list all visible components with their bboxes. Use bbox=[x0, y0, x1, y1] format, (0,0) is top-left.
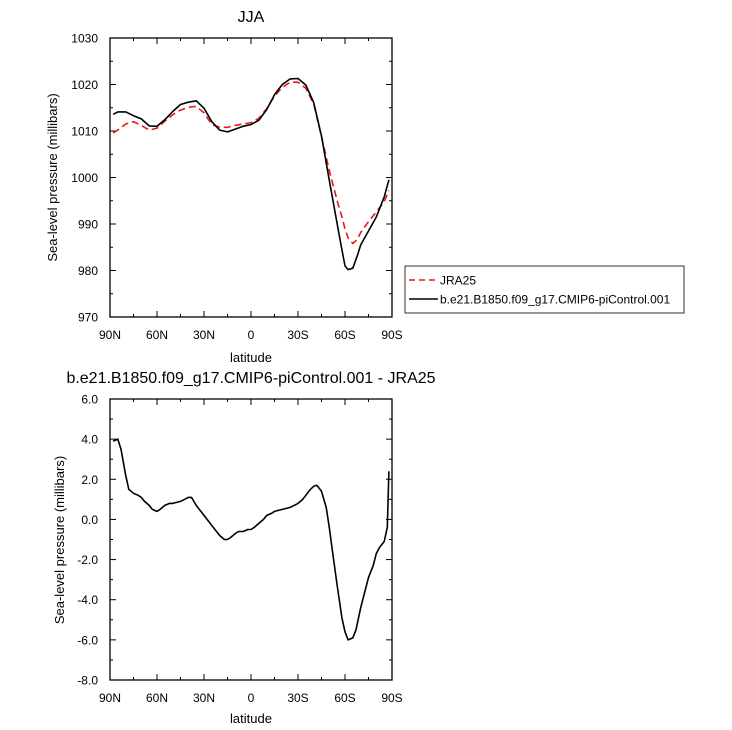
bottom-chart-xlabel: latitude bbox=[230, 711, 272, 726]
legend-box bbox=[404, 265, 685, 314]
top-ytick-label: 1020 bbox=[71, 78, 98, 92]
top-xtick-label: 60S bbox=[334, 328, 355, 342]
bottom-xtick-label: 90S bbox=[381, 691, 402, 705]
bottom-xtick-label: 0 bbox=[248, 691, 255, 705]
top-chart-ylabel: Sea-level pressure (millibars) bbox=[45, 93, 60, 261]
bottom-chart: b.e21.B1850.f09_g17.CMIP6-piControl.001 … bbox=[52, 370, 436, 726]
bottom-xtick-label: 60S bbox=[334, 691, 355, 705]
top-ytick-label: 970 bbox=[78, 311, 98, 325]
bottom-chart-axes: 90N 60N 30N 0 30S 60S 90S -8.0 -6.0 -4.0 -2.0 0.0 2.… bbox=[77, 393, 402, 706]
legend-label-jra25: JRA25 bbox=[440, 274, 476, 288]
bottom-series-line-0 bbox=[112, 438, 390, 641]
top-chart-frame bbox=[109, 37, 393, 318]
top-xtick-label: 90N bbox=[99, 328, 121, 342]
bottom-xtick-label: 60N bbox=[146, 691, 168, 705]
top-ytick-label: 1030 bbox=[71, 32, 98, 46]
bottom-ytick-label: -2.0 bbox=[77, 553, 98, 567]
top-chart: JJA 90N 60N 30N 0 30S 60S 90S 970 980 990 1000 1010… bbox=[45, 9, 685, 365]
top-ytick-label: 990 bbox=[78, 218, 98, 232]
bottom-chart-title: b.e21.B1850.f09_g17.CMIP6-piControl.001 … bbox=[66, 370, 435, 387]
bottom-ytick-label: -6.0 bbox=[77, 633, 98, 647]
top-xtick-label: 30N bbox=[193, 328, 215, 342]
bottom-ytick-label: 4.0 bbox=[81, 433, 98, 447]
top-chart-legend: JRA25 b.e21.B1850.f09_g17.CMIP6-piContro… bbox=[404, 265, 685, 314]
bottom-ytick-label: 6.0 bbox=[81, 393, 98, 407]
bottom-chart-frame bbox=[109, 398, 393, 681]
top-xtick-label: 90S bbox=[381, 328, 402, 342]
bottom-ytick-label: -4.0 bbox=[77, 593, 98, 607]
top-chart-xlabel: latitude bbox=[230, 350, 272, 365]
top-chart-axes: 90N 60N 30N 0 30S 60S 90S 970 980 990 1000 1010 1020… bbox=[71, 32, 402, 343]
top-xtick-label: 0 bbox=[248, 328, 255, 342]
bottom-chart-ylabel: Sea-level pressure (millibars) bbox=[52, 456, 67, 624]
bottom-chart-series bbox=[112, 438, 390, 641]
top-xtick-label: 60N bbox=[146, 328, 168, 342]
top-chart-title: JJA bbox=[238, 9, 265, 26]
top-series-line-0 bbox=[112, 81, 390, 245]
bottom-xtick-label: 90N bbox=[99, 691, 121, 705]
bottom-xtick-label: 30N bbox=[193, 691, 215, 705]
bottom-xtick-label: 30S bbox=[287, 691, 308, 705]
top-chart-series bbox=[112, 77, 390, 271]
top-xtick-label: 30S bbox=[287, 328, 308, 342]
bottom-ytick-label: -8.0 bbox=[77, 674, 98, 688]
bottom-ytick-label: 2.0 bbox=[81, 473, 98, 487]
top-ytick-label: 980 bbox=[78, 264, 98, 278]
top-ytick-label: 1000 bbox=[71, 171, 98, 185]
bottom-ytick-label: 0.0 bbox=[81, 513, 98, 527]
legend-label-cmip6: b.e21.B1850.f09_g17.CMIP6-piControl.001 bbox=[440, 293, 670, 307]
top-series-line-1 bbox=[112, 77, 390, 271]
top-ytick-label: 1010 bbox=[71, 125, 98, 139]
